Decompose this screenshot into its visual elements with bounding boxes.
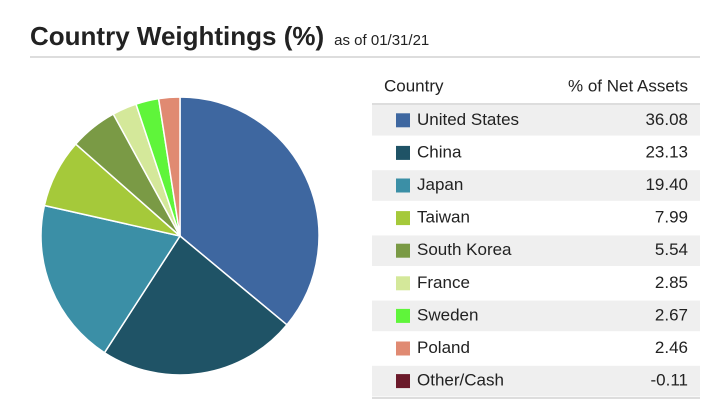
value-label: 2.67 — [655, 305, 688, 324]
pie-slice — [157, 96, 181, 237]
pie-slice — [103, 234, 288, 376]
row-background — [372, 365, 700, 397]
legend-label: United States — [417, 110, 519, 129]
row-background — [372, 300, 700, 332]
chart-subtitle: as of 01/31/21 — [334, 32, 429, 49]
value-label: 5.54 — [655, 240, 688, 259]
legend-label: Poland — [417, 338, 470, 357]
pie-slice — [179, 96, 320, 326]
row-background — [372, 105, 700, 136]
legend-label: South Korea — [417, 240, 512, 259]
legend-swatch — [396, 145, 410, 160]
row-background — [372, 170, 700, 201]
value-label: 23.13 — [645, 142, 688, 161]
legend-swatch — [396, 178, 410, 193]
value-label: 7.99 — [655, 208, 688, 227]
legend-swatch — [396, 276, 410, 291]
legend-label: France — [417, 273, 470, 292]
legend-label: China — [417, 142, 462, 161]
legend-swatch — [396, 341, 410, 356]
legend-swatch — [396, 243, 410, 258]
chart-title: Country Weightings (%) — [30, 21, 324, 51]
pie-slice — [40, 204, 182, 354]
table-header: Country — [384, 76, 444, 95]
legend-swatch — [396, 374, 410, 389]
legend-swatch — [396, 308, 410, 323]
legend-swatch — [396, 113, 410, 128]
legend-label: Sweden — [417, 305, 478, 324]
legend-label: Other/Cash — [417, 371, 504, 390]
legend-label: Taiwan — [417, 208, 470, 227]
value-label: 19.40 — [645, 175, 688, 194]
value-label: 36.08 — [645, 110, 688, 129]
value-label: 2.46 — [655, 338, 688, 357]
value-label: 2.85 — [655, 273, 688, 292]
legend-label: Japan — [417, 175, 463, 194]
row-background — [372, 235, 700, 266]
value-label: -0.11 — [651, 371, 689, 390]
table-header: % of Net Assets — [568, 76, 688, 95]
legend-swatch — [396, 211, 410, 226]
